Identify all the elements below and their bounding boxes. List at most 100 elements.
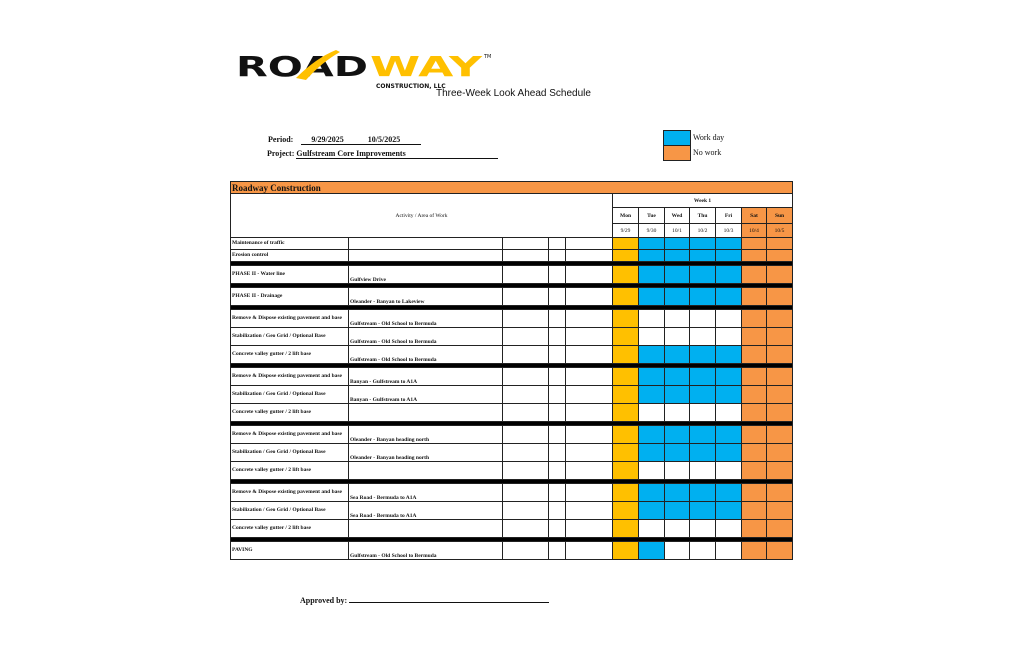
- day-header-sat: Sat: [741, 207, 767, 224]
- blank-cell: [565, 403, 613, 422]
- day-cell-tue-work: [638, 483, 665, 502]
- blank-cell: [548, 287, 566, 306]
- blank-cell: [502, 309, 549, 328]
- day-cell-mon: [612, 345, 639, 364]
- area-cell: Oleander - Banyan heading north: [348, 425, 503, 444]
- day-cell-fri-work: [715, 501, 742, 520]
- day-cell-mon: [612, 237, 639, 250]
- blank-cell: [548, 345, 566, 364]
- date-header: 10/3: [715, 223, 742, 238]
- day-cell-sun: [765, 265, 794, 284]
- day-cell-thu-work: [689, 237, 716, 250]
- day-cell-sat: [741, 519, 767, 538]
- day-cell-thu-work: [689, 345, 716, 364]
- blank-cell: [502, 249, 549, 262]
- area-cell: Oleander - Banyan heading north: [348, 443, 503, 462]
- day-cell-tue-work: [638, 237, 665, 250]
- project-label: Project:: [267, 149, 295, 158]
- day-cell-sat: [741, 287, 767, 306]
- document-title: Three-Week Look Ahead Schedule: [436, 88, 591, 99]
- period-row: Period: 9/29/2025 10/5/2025: [268, 135, 422, 145]
- day-cell-wed-work: [664, 483, 690, 502]
- blank-cell: [548, 385, 566, 404]
- blank-cell: [565, 501, 613, 520]
- day-cell-thu-work: [689, 249, 716, 262]
- day-cell-fri-work: [715, 287, 742, 306]
- day-cell-fri-off: [715, 519, 742, 538]
- day-cell-sat: [741, 367, 767, 386]
- day-cell-wed-work: [664, 237, 690, 250]
- day-cell-sat: [741, 541, 767, 560]
- day-header-wed: Wed: [664, 207, 690, 224]
- day-cell-thu-work: [689, 501, 716, 520]
- day-header-tue: Tue: [638, 207, 665, 224]
- area-cell: [348, 237, 503, 250]
- svg-text:CONSTRUCTION, LLC: CONSTRUCTION, LLC: [376, 83, 446, 90]
- blank-cell: [565, 425, 613, 444]
- date-header: 9/30: [638, 223, 665, 238]
- day-cell-fri-work: [715, 265, 742, 284]
- blank-cell: [548, 483, 566, 502]
- day-cell-tue-work: [638, 367, 665, 386]
- blank-cell: [502, 287, 549, 306]
- day-cell-tue-work: [638, 287, 665, 306]
- day-cell-sun: [765, 237, 794, 250]
- area-cell: [348, 461, 503, 480]
- day-header-mon: Mon: [612, 207, 639, 224]
- blank-cell: [565, 443, 613, 462]
- day-cell-mon: [612, 249, 639, 262]
- activity-cell: Concrete valley gutter / 2 lift base: [230, 461, 349, 480]
- blank-cell: [502, 541, 549, 560]
- day-cell-tue-work: [638, 425, 665, 444]
- blank-cell: [502, 443, 549, 462]
- project-row: Project: Gulfstream Core Improvements: [267, 149, 499, 159]
- day-cell-wed-work: [664, 265, 690, 284]
- area-cell: [348, 403, 503, 422]
- day-cell-mon: [612, 425, 639, 444]
- day-cell-sun: [765, 287, 794, 306]
- day-header-sun: Sun: [765, 207, 794, 224]
- day-cell-wed-work: [664, 249, 690, 262]
- blank-cell: [502, 345, 549, 364]
- blank-cell: [565, 237, 613, 250]
- day-cell-sat: [741, 461, 767, 480]
- day-cell-sat: [741, 265, 767, 284]
- activity-cell: Erosion control: [230, 249, 349, 262]
- day-cell-thu-off: [689, 403, 716, 422]
- day-cell-fri-work: [715, 367, 742, 386]
- activity-cell: Remove & Dispose existing pavement and b…: [230, 425, 349, 444]
- day-cell-wed-work: [664, 501, 690, 520]
- table-row: Concrete valley gutter / 2 lift base: [230, 461, 794, 480]
- day-cell-fri-work: [715, 425, 742, 444]
- activity-cell: Stabilization / Geo Grid / Optional Base: [230, 443, 349, 462]
- area-cell: Sea Road - Bermuda to A1A: [348, 483, 503, 502]
- blank-cell: [502, 425, 549, 444]
- blank-cell: [548, 501, 566, 520]
- area-cell: Gulfstream - Old School to Bermuda: [348, 309, 503, 328]
- blank-cell: [502, 367, 549, 386]
- day-cell-sun: [765, 403, 794, 422]
- date-header: 9/29: [612, 223, 639, 238]
- blank-cell: [502, 501, 549, 520]
- day-cell-sun: [765, 367, 794, 386]
- approved-signature-line[interactable]: [349, 594, 550, 603]
- period-start: 9/29/2025: [311, 135, 344, 144]
- area-cell: [348, 519, 503, 538]
- svg-text:TM: TM: [483, 54, 491, 60]
- day-cell-sun: [765, 309, 794, 328]
- day-cell-wed-work: [664, 287, 690, 306]
- day-cell-mon: [612, 519, 639, 538]
- activity-cell: Remove & Dispose existing pavement and b…: [230, 483, 349, 502]
- blank-cell: [502, 265, 549, 284]
- day-cell-fri-off: [715, 541, 742, 560]
- table-title: Roadway Construction: [229, 181, 794, 194]
- day-cell-thu-work: [689, 265, 716, 284]
- table-row: Concrete valley gutter / 2 lift base: [230, 403, 794, 422]
- day-cell-fri-off: [715, 309, 742, 328]
- svg-text:WAY: WAY: [370, 50, 483, 83]
- blank-cell: [502, 237, 549, 250]
- day-cell-sat: [741, 249, 767, 262]
- blank-cell: [502, 327, 549, 346]
- activity-cell: PAVING: [230, 541, 349, 560]
- blank-cell: [548, 443, 566, 462]
